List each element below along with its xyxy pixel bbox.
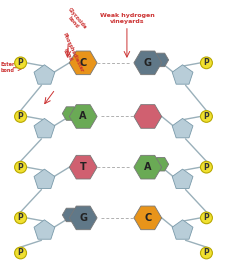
Polygon shape xyxy=(69,155,97,179)
Polygon shape xyxy=(34,118,55,138)
Text: P: P xyxy=(18,213,23,222)
Polygon shape xyxy=(69,51,97,75)
Text: Ester
bond: Ester bond xyxy=(1,62,15,73)
Text: Phosphodiester
bond: Phosphodiester bond xyxy=(56,32,84,76)
Text: A: A xyxy=(79,111,87,122)
Polygon shape xyxy=(172,118,193,138)
Text: P: P xyxy=(204,248,209,258)
Circle shape xyxy=(200,111,212,122)
Circle shape xyxy=(200,247,212,259)
Text: P: P xyxy=(18,112,23,121)
Text: T: T xyxy=(80,162,86,172)
Text: P: P xyxy=(204,112,209,121)
Circle shape xyxy=(15,57,27,69)
Polygon shape xyxy=(62,208,78,222)
Text: P: P xyxy=(204,58,209,67)
Text: P: P xyxy=(18,58,23,67)
Polygon shape xyxy=(134,51,162,75)
Polygon shape xyxy=(69,206,97,230)
Polygon shape xyxy=(172,169,193,188)
Polygon shape xyxy=(153,53,169,67)
Text: Glycoside
bond: Glycoside bond xyxy=(63,6,88,34)
Text: Weak hydrogen
vineyards: Weak hydrogen vineyards xyxy=(100,13,154,24)
Circle shape xyxy=(200,161,212,173)
Polygon shape xyxy=(134,105,162,128)
Polygon shape xyxy=(69,105,97,128)
Text: P: P xyxy=(204,213,209,222)
Polygon shape xyxy=(34,220,55,239)
Circle shape xyxy=(15,161,27,173)
Polygon shape xyxy=(34,169,55,188)
Circle shape xyxy=(15,212,27,224)
Circle shape xyxy=(15,247,27,259)
Text: A: A xyxy=(144,162,152,172)
Text: G: G xyxy=(144,58,152,68)
Polygon shape xyxy=(34,65,55,84)
Polygon shape xyxy=(153,157,169,171)
Polygon shape xyxy=(172,220,193,239)
Circle shape xyxy=(15,111,27,122)
Text: P: P xyxy=(18,248,23,258)
Text: P: P xyxy=(18,163,23,172)
Text: C: C xyxy=(144,213,151,223)
Text: P: P xyxy=(204,163,209,172)
Text: G: G xyxy=(79,213,87,223)
Text: C: C xyxy=(79,58,87,68)
Circle shape xyxy=(200,212,212,224)
Polygon shape xyxy=(62,107,78,120)
Circle shape xyxy=(200,57,212,69)
Polygon shape xyxy=(134,206,162,230)
Polygon shape xyxy=(134,155,162,179)
Polygon shape xyxy=(172,65,193,84)
